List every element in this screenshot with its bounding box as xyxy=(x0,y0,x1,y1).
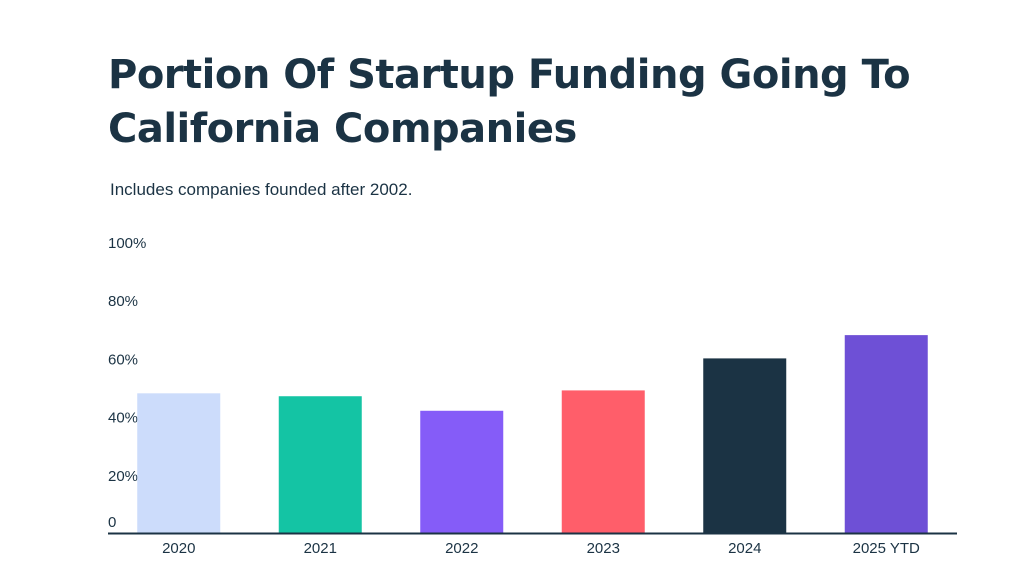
y-tick-label: 80% xyxy=(108,293,138,310)
y-tick-label: 0 xyxy=(108,514,116,531)
bar-2022 xyxy=(420,410,504,533)
chart-title: Portion Of Startup Funding Going To Cali… xyxy=(108,52,911,152)
x-tick-label: 2024 xyxy=(728,540,761,557)
y-tick-label: 100% xyxy=(108,235,146,252)
bar-2024 xyxy=(703,358,787,533)
x-tick-label: 2022 xyxy=(445,540,478,557)
x-axis-ticks: 2020 2021 2022 2023 2024 2025 YTD xyxy=(162,540,920,557)
y-tick-label: 40% xyxy=(108,410,138,427)
y-tick-label: 60% xyxy=(108,351,138,368)
chart-subtitle: Includes companies founded after 2002. xyxy=(110,180,413,199)
bar-2021 xyxy=(278,396,362,533)
x-tick-label: 2023 xyxy=(587,540,620,557)
bar-2025-ytd xyxy=(844,335,928,533)
x-tick-label: 2025 YTD xyxy=(853,540,920,557)
bar-2020 xyxy=(137,393,221,533)
y-axis-ticks: 0 20% 40% 60% 80% 100% xyxy=(108,235,146,531)
bars xyxy=(137,335,928,533)
x-tick-label: 2021 xyxy=(304,540,337,557)
x-tick-label: 2020 xyxy=(162,540,195,557)
bar-2023 xyxy=(561,390,645,533)
y-tick-label: 20% xyxy=(108,468,138,485)
